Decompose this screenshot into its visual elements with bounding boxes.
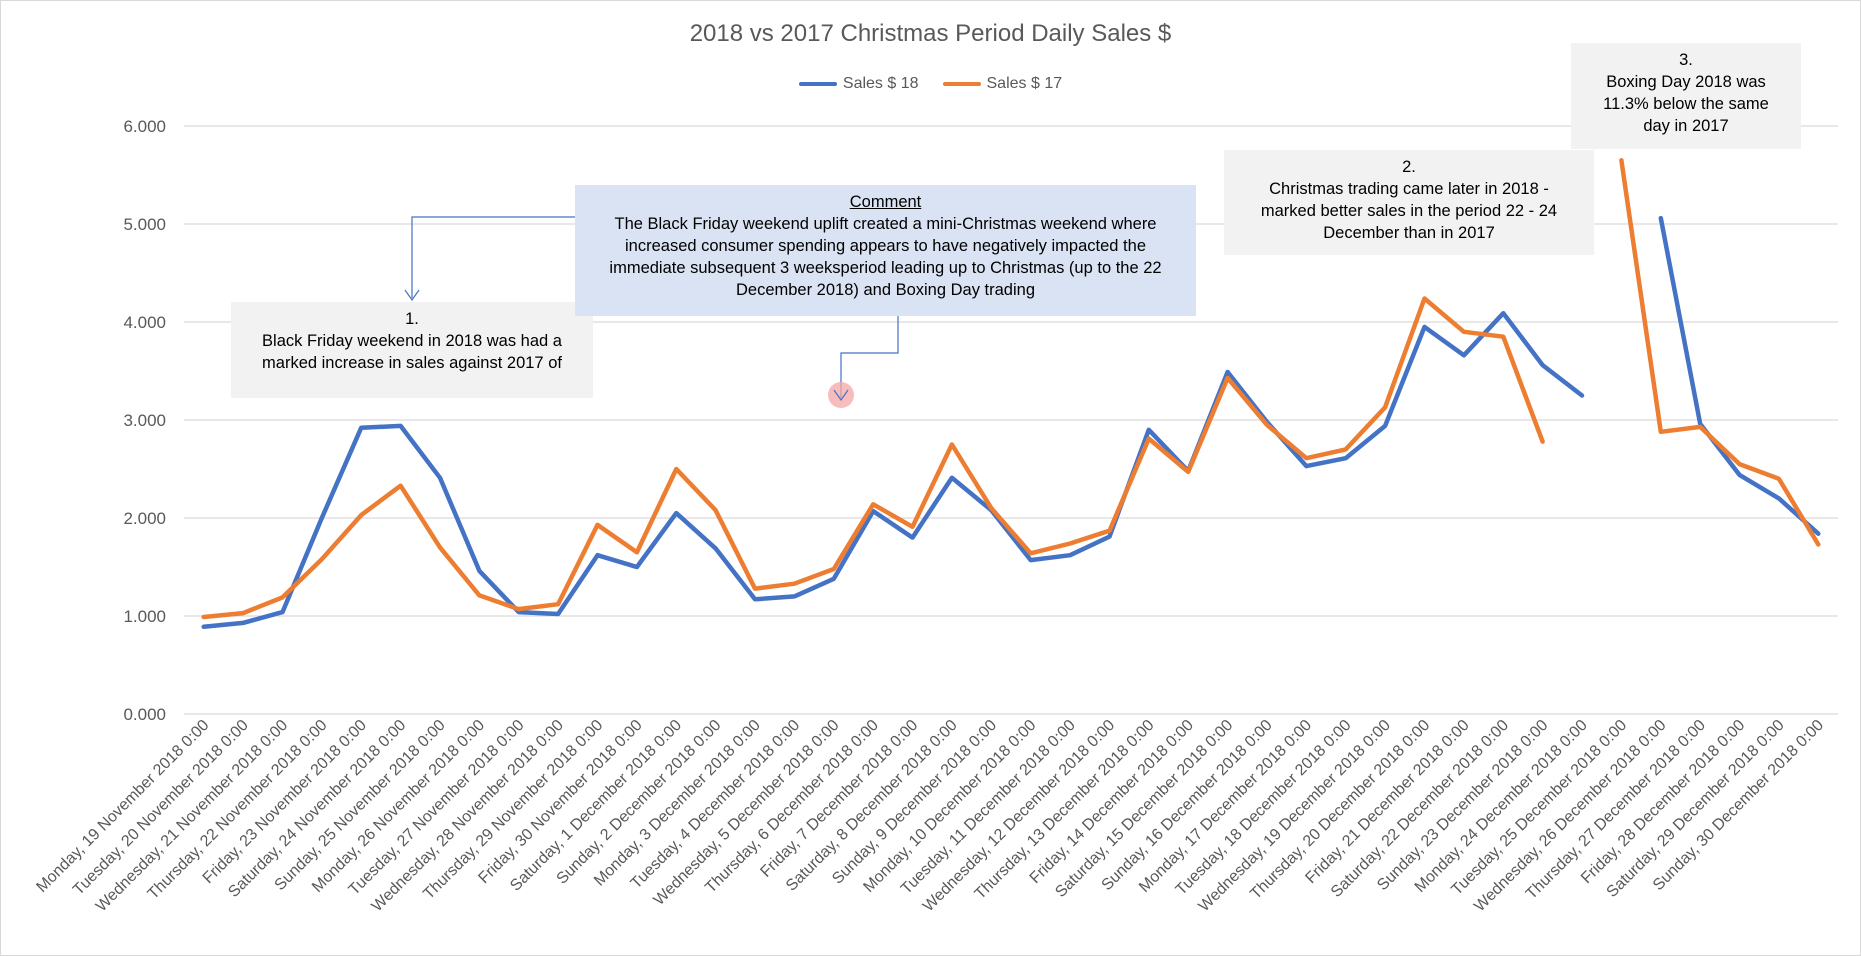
annotation-christmas-trading-line: December than in 2017 bbox=[1323, 224, 1495, 242]
y-tick-label: 0.000 bbox=[123, 705, 166, 724]
series-line-sales-17 bbox=[201, 296, 1545, 620]
y-tick-label: 3.000 bbox=[123, 411, 166, 430]
annotation-christmas-trading: 2. Christmas trading came later in 2018 … bbox=[1224, 150, 1594, 255]
legend-swatch-sales-17 bbox=[942, 82, 981, 86]
comment-heading: Comment bbox=[849, 193, 922, 211]
legend-item-sales-17: Sales $ 17 bbox=[942, 75, 1063, 93]
annotation-boxing-day-line: 11.3% below the same bbox=[1603, 95, 1769, 113]
annotation-black-friday: 1. Black Friday weekend in 2018 was had … bbox=[231, 302, 593, 398]
annotation-black-friday-line: 1. bbox=[405, 310, 419, 328]
legend-swatch-sales-18 bbox=[798, 82, 837, 86]
annotation-christmas-trading-line: Christmas trading came later in 2018 - bbox=[1269, 180, 1549, 198]
y-tick-label: 5.000 bbox=[123, 215, 166, 234]
annotation-christmas-trading-line: 2. bbox=[1402, 158, 1416, 176]
annotation-christmas-trading-line: marked better sales in the period 22 - 2… bbox=[1260, 202, 1558, 220]
y-tick-label: 1.000 bbox=[123, 607, 166, 626]
series-line-sales-17 bbox=[1619, 158, 1821, 547]
annotation-black-friday-line: marked increase in sales against 2017 of bbox=[262, 354, 562, 372]
highlight-marker bbox=[828, 382, 854, 408]
y-tick-label: 2.000 bbox=[123, 509, 166, 528]
connector-line bbox=[411, 216, 575, 298]
arrow-head bbox=[404, 289, 420, 302]
y-tick-label: 4.000 bbox=[123, 313, 166, 332]
comment-line: December 2018) and Boxing Day trading bbox=[735, 281, 1035, 299]
annotation-boxing-day: 3. Boxing Day 2018 was 11.3% below the s… bbox=[1571, 43, 1801, 149]
annotation-boxing-day-line: day in 2017 bbox=[1643, 117, 1729, 135]
series-line-sales-18 bbox=[1658, 215, 1821, 536]
comment-line: increased consumer spending appears to h… bbox=[625, 237, 1146, 255]
comment-box: Comment The Black Friday weekend uplift … bbox=[575, 185, 1196, 316]
comment-line: The Black Friday weekend uplift created … bbox=[614, 215, 1157, 233]
chart-title: 2018 vs 2017 Christmas Period Daily Sale… bbox=[689, 20, 1172, 47]
annotation-boxing-day-line: Boxing Day 2018 was bbox=[1606, 73, 1766, 91]
legend-item-sales-18: Sales $ 18 bbox=[798, 75, 919, 93]
legend-label-sales-18: Sales $ 18 bbox=[842, 75, 919, 92]
legend-label-sales-17: Sales $ 17 bbox=[986, 75, 1063, 92]
chart-legend: Sales $ 18 Sales $ 17 bbox=[0, 75, 1861, 93]
y-tick-label: 6.000 bbox=[123, 117, 166, 136]
annotation-black-friday-line: Black Friday weekend in 2018 was had a bbox=[262, 332, 562, 350]
comment-line: immediate subsequent 3 weeksperiod leadi… bbox=[609, 259, 1162, 277]
annotation-boxing-day-line: 3. bbox=[1679, 51, 1693, 69]
connector-line bbox=[840, 316, 899, 398]
series-line-sales-18 bbox=[201, 310, 1585, 630]
arrow-head bbox=[833, 389, 849, 402]
